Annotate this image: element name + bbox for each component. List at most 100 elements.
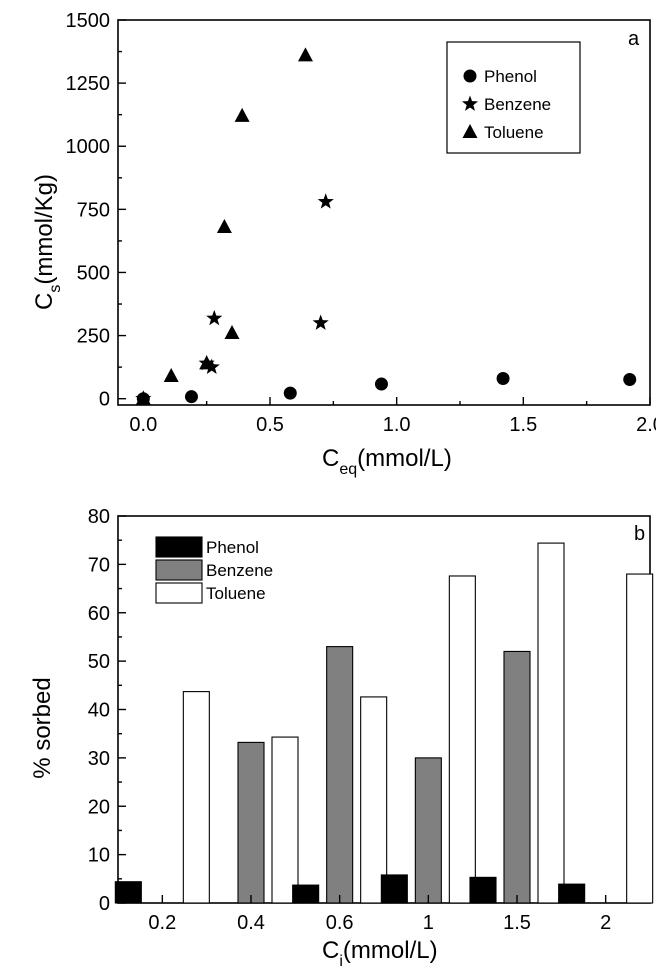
panel-b-bar-toluene [448, 575, 476, 904]
panel-b-x-tick-label: 0.4 [237, 912, 265, 934]
panel-a-point-phenol [283, 386, 297, 400]
panel-b-y-tick-label: 80 [88, 506, 110, 528]
svg-text:Ceq(mmol/L): Ceq(mmol/L) [322, 445, 452, 478]
panel-a-legend-items: Phenol Benzene Toluene [461, 67, 551, 142]
panel-a-scatter-chart: 0.0 0.5 1.0 1.5 2.0 0 250 500 750 1000 1250 1500 a… [31, 10, 656, 478]
panel-a-legend-label: Phenol [484, 67, 537, 86]
panel-a-y-tick-label: 750 [77, 199, 110, 221]
panel-a-plot-frame [117, 19, 651, 406]
panel-a-ylabel-unit: (mmol/Kg) [31, 174, 58, 285]
panel-b-y-tick-label: 30 [88, 748, 110, 770]
panel-a-point-toluene [135, 390, 151, 405]
panel-a-x-axis-title: Ceq(mmol/L) [322, 445, 452, 478]
panel-a-y-tick-label: 0 [99, 389, 110, 411]
panel-a-xlabel-sub: eq [339, 461, 357, 478]
panel-b-legend-label: Benzene [206, 561, 273, 580]
panel-b-bar-phenol [380, 874, 408, 904]
panel-b-bars [114, 542, 654, 904]
panel-a-point-phenol [496, 371, 510, 385]
panel-b-legend: Phenol Benzene Toluene [155, 536, 273, 604]
panel-b-y-axis: 0 10 20 30 40 50 60 70 80 [88, 506, 126, 915]
panel-a-point-toluene [216, 219, 232, 234]
panel-a-x-tick-label: 1.5 [509, 414, 537, 436]
panel-b-xlabel-main: C [322, 937, 339, 964]
panel-b-ylabel: % sorbed [29, 677, 56, 778]
panel-b-xlabel-sub: i [339, 953, 343, 970]
panel-a-point-phenol [374, 377, 388, 391]
panel-b-xlabel-unit: (mmol/L) [343, 937, 438, 964]
panel-a-y-tick-label: 1000 [66, 136, 111, 158]
panel-a-point-phenol [623, 373, 637, 387]
panel-b-y-tick-label: 60 [88, 603, 110, 625]
panel-b-x-tick-label: 0.2 [148, 912, 176, 934]
panel-b-legend-swatch-phenol [155, 536, 203, 558]
panel-b-bar-toluene [271, 736, 299, 904]
panel-a-y-tick-label: 1250 [66, 73, 111, 95]
panel-a-x-axis: 0.0 0.5 1.0 1.5 2.0 [129, 397, 656, 436]
panel-b-bar-phenol [469, 876, 497, 904]
panel-a-xlabel-main: C [322, 445, 339, 472]
panel-a-point-toluene [224, 325, 240, 340]
panel-a-y-tick-label: 1500 [66, 10, 111, 32]
panel-a-point-toluene [234, 107, 250, 122]
panel-b-bar-phenol [114, 881, 142, 904]
panel-b-y-tick-label: 10 [88, 845, 110, 867]
panel-b-bar-benzene [326, 646, 354, 904]
panel-a-y-tick-label: 500 [77, 262, 110, 284]
panel-a-x-tick-label: 0.5 [256, 414, 284, 436]
panel-a-point-toluene [199, 355, 215, 370]
panel-b-x-tick-label: 1 [423, 912, 434, 934]
panel-b-y-tick-label: 40 [88, 700, 110, 722]
panel-b-bar-toluene [182, 691, 210, 904]
panel-a-x-tick-label: 1.0 [383, 414, 411, 436]
panel-b-legend-swatch-toluene [155, 582, 203, 604]
panel-b-y-tick-label: 20 [88, 796, 110, 818]
panel-b-legend-label: Phenol [206, 538, 259, 557]
panel-b-bar-benzene [414, 757, 442, 904]
panel-b-bar-toluene [360, 696, 388, 904]
panel-a-legend-label: Benzene [484, 95, 551, 114]
panel-a-point-toluene [163, 367, 179, 382]
panel-a-point-benzene [317, 193, 334, 209]
panel-a-x-tick-label: 0.0 [129, 414, 157, 436]
panel-b-bar-benzene [237, 741, 265, 904]
panel-a-y-tick-label: 250 [77, 326, 110, 348]
panel-a-legend-label: Toluene [484, 123, 544, 142]
panel-a-label: a [628, 28, 640, 50]
panel-b-x-axis-title: Ci(mmol/L) [322, 937, 438, 970]
panel-b-x-axis: 0.2 0.4 0.6 1 1.5 2 [148, 895, 611, 934]
panel-b-x-tick-label: 0.6 [326, 912, 354, 934]
panel-a-point-benzene [312, 314, 329, 330]
panel-b-x-tick-label: 1.5 [503, 912, 531, 934]
panel-b-y-tick-label: 50 [88, 651, 110, 673]
panel-a-data-points [135, 47, 637, 406]
panel-b-y-tick-label: 70 [88, 554, 110, 576]
panel-a-point-phenol [184, 390, 198, 404]
panel-a-legend-marker-benzene [461, 95, 479, 111]
panel-b-bar-toluene [537, 542, 565, 904]
panel-b-legend-swatch-benzene [155, 559, 203, 581]
panel-b-bar-phenol [292, 884, 320, 904]
panel-b-x-tick-label: 2 [600, 912, 611, 934]
panel-b-bar-chart: 0 10 20 30 40 50 60 70 80 0.2 0.4 0.6 1 1.5 2 b Pheno… [29, 506, 654, 970]
panel-a-legend-marker-toluene [462, 124, 478, 138]
panel-b-y-tick-label: 0 [99, 893, 110, 915]
panel-b-legend-label: Toluene [206, 584, 266, 603]
svg-text:Cs(mmol/Kg): Cs(mmol/Kg) [31, 174, 64, 310]
panel-a-legend-marker-phenol [463, 69, 477, 83]
panel-a-ylabel-sub: s [47, 285, 64, 293]
panel-a-legend: Phenol Benzene Toluene [446, 41, 581, 154]
panel-a-ylabel-main: C [31, 293, 58, 310]
panel-b-bar-benzene [503, 650, 531, 904]
panel-b-bar-toluene [626, 573, 654, 904]
panel-a-point-benzene [206, 309, 223, 326]
panel-b-bar-phenol [558, 883, 586, 904]
panel-b-label: b [634, 523, 645, 545]
panel-a-y-axis-title: Cs(mmol/Kg) [31, 174, 64, 310]
panel-a-xlabel-unit: (mmol/L) [357, 445, 452, 472]
panel-a-y-axis: 0 250 500 750 1000 1250 1500 [66, 10, 126, 411]
panel-a-point-toluene [297, 47, 313, 62]
svg-text:Ci(mmol/L): Ci(mmol/L) [322, 937, 438, 970]
panel-a-x-tick-label: 2.0 [636, 414, 656, 436]
